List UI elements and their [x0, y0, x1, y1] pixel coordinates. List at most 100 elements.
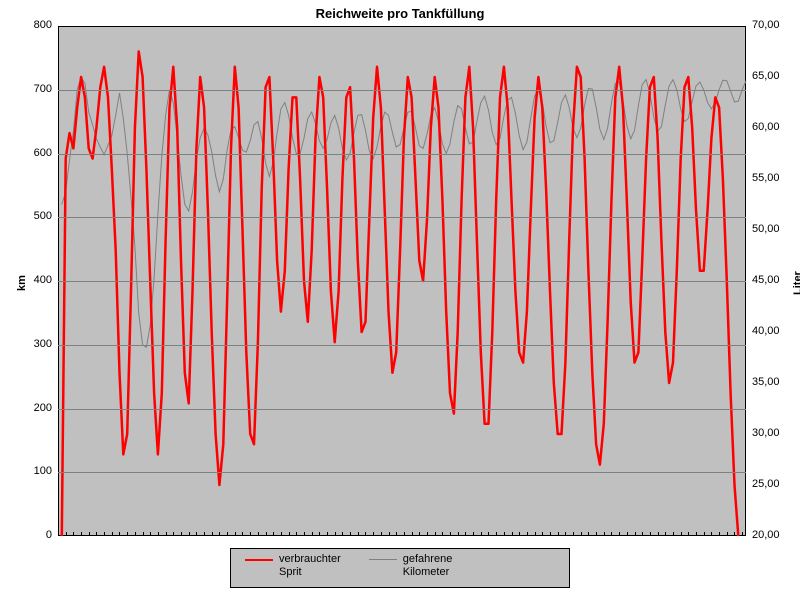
y-right-tick-label: 50,00: [752, 223, 780, 235]
x-tick-mark: [381, 532, 382, 536]
gridline: [58, 345, 746, 346]
y-right-tick-label: 65,00: [752, 70, 780, 82]
x-tick-mark: [119, 532, 120, 536]
y-right-tick-label: 40,00: [752, 325, 780, 337]
x-tick-mark: [358, 532, 359, 536]
x-tick-mark: [150, 532, 151, 536]
x-tick-mark: [650, 532, 651, 536]
x-tick-mark: [458, 532, 459, 536]
x-tick-mark: [312, 532, 313, 536]
y-right-tick-label: 35,00: [752, 376, 780, 388]
x-tick-mark: [465, 532, 466, 536]
y-left-tick-label: 0: [0, 529, 52, 541]
y-right-tick-label: 60,00: [752, 121, 780, 133]
x-tick-mark: [112, 532, 113, 536]
x-tick-mark: [296, 532, 297, 536]
x-tick-mark: [235, 532, 236, 536]
x-tick-mark: [189, 532, 190, 536]
legend: verbrauchterSprit gefahreneKilometer: [230, 548, 570, 588]
legend-swatch-sprit: [245, 559, 273, 561]
x-tick-mark: [611, 532, 612, 536]
x-tick-mark: [619, 532, 620, 536]
x-tick-mark: [488, 532, 489, 536]
x-tick-mark: [373, 532, 374, 536]
y-left-tick-label: 600: [0, 147, 52, 159]
x-tick-mark: [496, 532, 497, 536]
y-right-tick-label: 45,00: [752, 274, 780, 286]
x-tick-mark: [204, 532, 205, 536]
x-tick-mark: [335, 532, 336, 536]
y-left-tick-label: 500: [0, 210, 52, 222]
x-tick-mark: [442, 532, 443, 536]
x-tick-mark: [535, 532, 536, 536]
legend-text-sprit: verbrauchterSprit: [279, 553, 341, 578]
x-tick-mark: [396, 532, 397, 536]
x-tick-mark: [558, 532, 559, 536]
x-tick-mark: [212, 532, 213, 536]
x-tick-mark: [727, 532, 728, 536]
x-tick-mark: [435, 532, 436, 536]
x-tick-mark: [404, 532, 405, 536]
x-tick-mark: [450, 532, 451, 536]
x-tick-mark: [304, 532, 305, 536]
legend-swatch-km: [369, 559, 397, 560]
x-tick-mark: [219, 532, 220, 536]
legend-text-km: gefahreneKilometer: [403, 553, 453, 578]
gridline: [58, 281, 746, 282]
legend-item-sprit: verbrauchterSprit: [245, 553, 341, 578]
x-tick-mark: [281, 532, 282, 536]
y-left-tick-label: 100: [0, 465, 52, 477]
x-tick-mark: [673, 532, 674, 536]
y-right-tick-label: 70,00: [752, 19, 780, 31]
x-tick-mark: [565, 532, 566, 536]
x-tick-mark: [242, 532, 243, 536]
x-tick-mark: [642, 532, 643, 536]
x-tick-mark: [365, 532, 366, 536]
x-tick-mark: [96, 532, 97, 536]
x-tick-mark: [73, 532, 74, 536]
x-tick-mark: [58, 532, 59, 536]
y-left-tick-label: 300: [0, 338, 52, 350]
gridline: [58, 90, 746, 91]
x-tick-mark: [512, 532, 513, 536]
x-tick-mark: [166, 532, 167, 536]
y-right-tick-label: 55,00: [752, 172, 780, 184]
y-right-tick-label: 30,00: [752, 427, 780, 439]
x-tick-mark: [742, 532, 743, 536]
x-tick-mark: [289, 532, 290, 536]
x-tick-mark: [427, 532, 428, 536]
x-tick-mark: [181, 532, 182, 536]
x-tick-mark: [143, 532, 144, 536]
x-tick-mark: [135, 532, 136, 536]
x-tick-mark: [258, 532, 259, 536]
x-tick-mark: [389, 532, 390, 536]
x-tick-mark: [273, 532, 274, 536]
x-tick-mark: [719, 532, 720, 536]
x-tick-mark: [527, 532, 528, 536]
gridline: [58, 217, 746, 218]
x-tick-mark: [173, 532, 174, 536]
x-tick-mark: [711, 532, 712, 536]
y-left-tick-label: 800: [0, 19, 52, 31]
x-tick-mark: [196, 532, 197, 536]
x-tick-mark: [627, 532, 628, 536]
x-tick-mark: [696, 532, 697, 536]
series-verbrauchter-sprit: [62, 52, 739, 537]
x-tick-mark: [158, 532, 159, 536]
gridline: [58, 472, 746, 473]
x-tick-mark: [412, 532, 413, 536]
x-tick-mark: [596, 532, 597, 536]
x-tick-mark: [66, 532, 67, 536]
x-tick-mark: [266, 532, 267, 536]
gridline: [58, 409, 746, 410]
x-tick-mark: [688, 532, 689, 536]
x-tick-mark: [227, 532, 228, 536]
y-left-tick-label: 200: [0, 402, 52, 414]
x-tick-mark: [481, 532, 482, 536]
x-tick-mark: [604, 532, 605, 536]
x-tick-mark: [519, 532, 520, 536]
y-left-tick-label: 700: [0, 83, 52, 95]
x-tick-mark: [542, 532, 543, 536]
x-tick-mark: [704, 532, 705, 536]
x-tick-mark: [89, 532, 90, 536]
